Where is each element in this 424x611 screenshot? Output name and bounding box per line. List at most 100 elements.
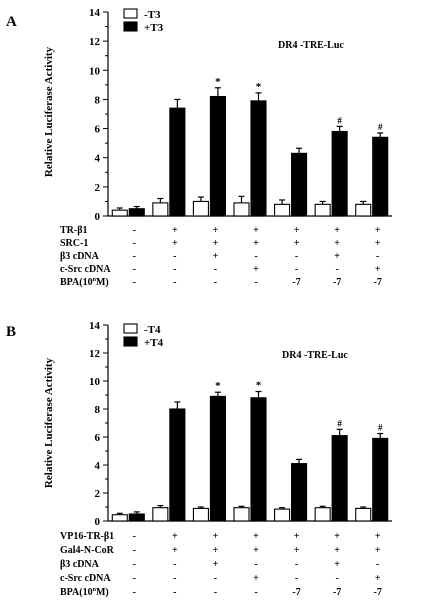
condition-label: β3 cDNA [60, 251, 100, 262]
significance-marker: * [256, 81, 262, 93]
bar-minus [111, 514, 128, 522]
condition-value: - [173, 573, 176, 584]
condition-value: - [254, 251, 257, 262]
condition-value: - [295, 264, 298, 275]
condition-value: - [254, 277, 257, 288]
condition-value: + [253, 225, 259, 236]
y-axis-label: Relative Luciferase Activity [43, 357, 55, 488]
condition-value: + [334, 559, 340, 570]
bar-minus [314, 203, 331, 217]
legend: -T4+T4 [123, 323, 164, 349]
condition-value: - [133, 573, 136, 584]
y-tick-label: 10 [89, 376, 101, 388]
legend-label-plus: +T4 [144, 337, 164, 349]
condition-value: + [294, 545, 300, 556]
bar-minus [355, 507, 372, 522]
condition-value: - [214, 573, 217, 584]
condition-value: + [375, 225, 381, 236]
bar-plus [331, 130, 348, 217]
significance-marker: # [337, 115, 342, 125]
y-tick-label: 8 [95, 94, 101, 106]
legend-swatch-minus [123, 323, 138, 334]
significance-marker: * [215, 380, 221, 392]
condition-value: + [213, 225, 219, 236]
condition-value: -7 [374, 277, 382, 288]
condition-value: - [133, 264, 136, 275]
condition-value: - [295, 251, 298, 262]
condition-value: + [334, 251, 340, 262]
y-tick-label: 2 [95, 182, 101, 194]
bar-plus [169, 408, 186, 522]
bar-plus [169, 107, 186, 217]
condition-value: -7 [333, 587, 341, 598]
y-tick-label: 14 [89, 320, 101, 332]
legend-label-plus: +T3 [144, 22, 164, 34]
legend-label-minus: -T4 [144, 324, 161, 336]
condition-value: + [172, 545, 178, 556]
significance-marker: * [215, 76, 221, 88]
condition-value: + [213, 251, 219, 262]
condition-value: -7 [374, 587, 382, 598]
bar-plus [128, 513, 145, 522]
condition-value: - [173, 264, 176, 275]
condition-value: + [375, 573, 381, 584]
condition-value: - [133, 559, 136, 570]
condition-label: SRC-1 [60, 238, 88, 249]
condition-value: - [173, 587, 176, 598]
y-tick-label: 12 [89, 36, 101, 48]
condition-value: -7 [292, 587, 300, 598]
panel-label: B [6, 324, 16, 340]
y-tick-label: 2 [95, 488, 101, 500]
significance-marker: # [337, 418, 342, 428]
condition-value: - [295, 573, 298, 584]
condition-value: - [173, 559, 176, 570]
legend-swatch-plus [123, 336, 138, 347]
condition-value: + [213, 545, 219, 556]
condition-value: + [334, 531, 340, 542]
condition-value: + [253, 545, 259, 556]
condition-value: + [172, 531, 178, 542]
condition-value: + [213, 531, 219, 542]
condition-value: - [133, 251, 136, 262]
legend: -T3+T3 [123, 8, 164, 34]
condition-value: - [214, 277, 217, 288]
condition-value: + [375, 545, 381, 556]
bar-minus [152, 507, 169, 522]
condition-value: - [173, 277, 176, 288]
y-tick-label: 0 [95, 211, 101, 223]
condition-value: - [376, 251, 379, 262]
condition-value: - [173, 251, 176, 262]
condition-label: VP16-TR-β1 [60, 531, 114, 542]
condition-value: - [214, 587, 217, 598]
condition-value: + [172, 225, 178, 236]
y-tick-label: 0 [95, 516, 101, 528]
y-tick-label: 14 [89, 7, 101, 19]
condition-label: BPA(10nM) [60, 277, 109, 288]
condition-value: - [335, 573, 338, 584]
condition-value: + [334, 545, 340, 556]
condition-value: - [133, 531, 136, 542]
bar-plus [372, 136, 389, 217]
condition-value: - [133, 238, 136, 249]
bar-minus [233, 507, 250, 522]
bar-plus [291, 152, 308, 217]
condition-value: + [253, 573, 259, 584]
condition-value: + [334, 225, 340, 236]
condition-label: Gal4-N-CoR [60, 545, 115, 556]
bar-plus [128, 208, 145, 217]
construct-annotation: DR4 -TRE-Luc [282, 350, 348, 361]
condition-value: + [253, 238, 259, 249]
condition-value: - [295, 559, 298, 570]
condition-value: + [294, 238, 300, 249]
condition-label: TR-β1 [60, 225, 88, 236]
construct-annotation: DR4 -TRE-Luc [278, 40, 344, 51]
bar-plus [250, 100, 267, 217]
y-tick-label: 12 [89, 348, 101, 360]
bar-minus [152, 202, 169, 217]
condition-label: BPA(10nM) [60, 587, 109, 598]
bar-minus [274, 508, 291, 522]
condition-value: -7 [333, 277, 341, 288]
legend-swatch-plus [123, 21, 138, 32]
bar-plus [209, 95, 226, 217]
